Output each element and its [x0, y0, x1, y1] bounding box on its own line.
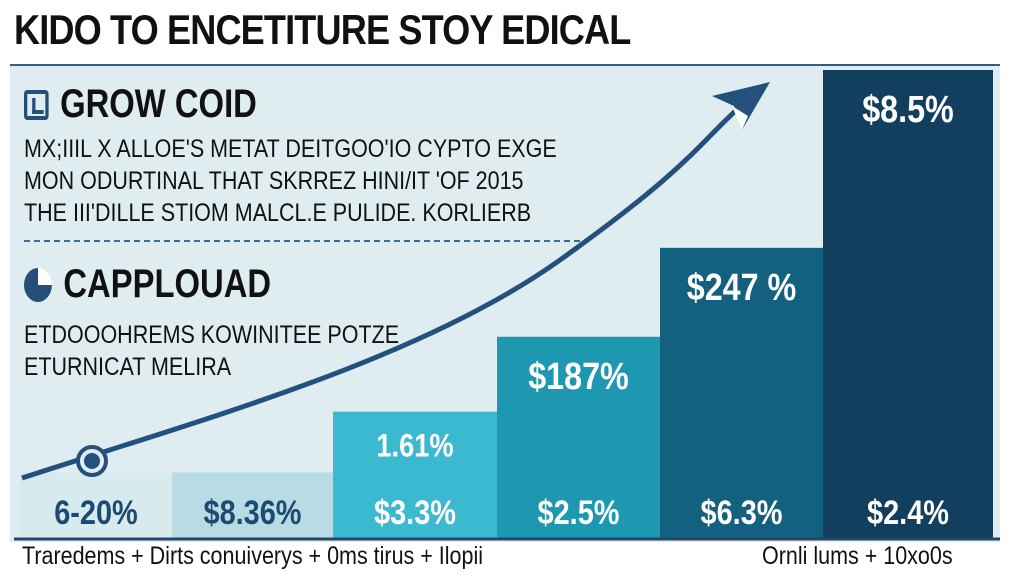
- bar: [497, 336, 660, 538]
- bar: [660, 247, 823, 538]
- section-line: MON ODURTINAL THAT SKRREZ HINI/IT 'OF 20…: [24, 167, 524, 195]
- bar: [20, 472, 172, 538]
- footer-right: Ornli lums + 10xo0s: [762, 542, 953, 570]
- bar-value-label: $6.3%: [701, 493, 783, 532]
- bar-value-label: $2.5%: [538, 493, 620, 532]
- bar-top-label: $8.5%: [862, 89, 954, 131]
- bar-value-label: $2.4%: [867, 493, 949, 532]
- bar: [823, 70, 993, 538]
- document-icon: [24, 89, 49, 120]
- section-line: THE III'DILLE STIOM MALCL.E PULIDE. KORL…: [24, 199, 532, 227]
- bar-top-label: 1.61%: [376, 429, 453, 465]
- section-capploud: CAPPLOUAD ETDOOOHREMS KOWINITEE POTZE ETU…: [24, 262, 460, 383]
- arrow-head-icon: [712, 82, 770, 130]
- bar-top-label: $247 %: [687, 266, 797, 308]
- bar-top-label: $187%: [528, 355, 629, 397]
- section-heading: CAPPLOUAD: [63, 262, 272, 306]
- pie-icon: [24, 267, 52, 302]
- footer-left: Traredems + Dirts conuiverys + 0ms tirus…: [22, 542, 484, 570]
- arrow-head-notch: [732, 106, 748, 130]
- trend-line: [21, 94, 754, 481]
- bar-value-label: 6-20%: [54, 493, 138, 532]
- page-title: KIDO TO ENCETITURE STOY EDICAL: [14, 6, 631, 53]
- section-line: ETDOOOHREMS KOWINITEE POTZE: [24, 321, 400, 349]
- bar: [172, 472, 333, 538]
- bar-value-label: $8.36%: [203, 493, 301, 532]
- section-grow: GROW COID MX;IIIL X ALLOE'S METAT DEITGO…: [24, 82, 643, 229]
- divider: [24, 240, 580, 242]
- bar: [333, 411, 497, 538]
- section-heading: GROW COID: [60, 82, 257, 126]
- trend-marker-dot: [84, 453, 100, 469]
- bar-value-label: $3.3%: [374, 493, 456, 532]
- section-line: MX;IIIL X ALLOE'S METAT DEITGOO'IO CYPTO…: [24, 135, 557, 163]
- section-line: ETURNICAT MELIRA: [24, 353, 232, 381]
